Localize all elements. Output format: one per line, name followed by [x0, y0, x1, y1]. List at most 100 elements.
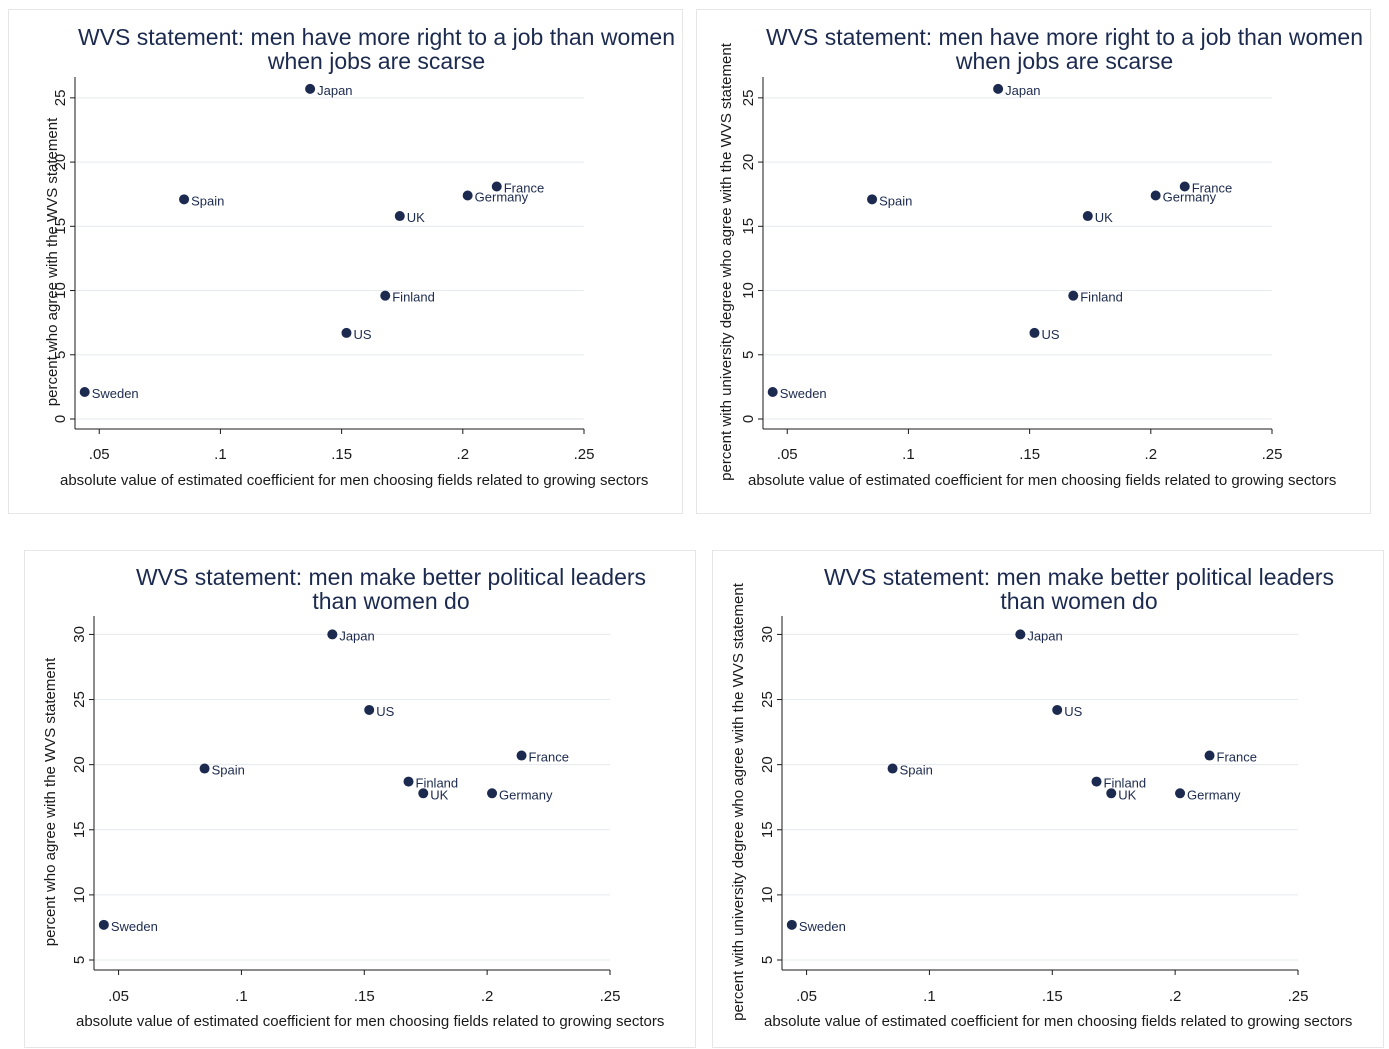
point-label: Spain: [879, 193, 912, 208]
point-label: US: [1064, 704, 1082, 719]
scatter-point: [79, 387, 90, 398]
x-tick-label: .15: [1019, 446, 1040, 463]
point-label: Sweden: [799, 919, 846, 934]
scatter-point: [1175, 788, 1186, 799]
x-tick-label: .2: [481, 988, 494, 1005]
x-tick-label: .2: [457, 446, 470, 463]
point-label: France: [529, 750, 569, 765]
chart-panel-leaders-university: WVS statement: men make better political…: [712, 550, 1384, 1048]
y-tick-label: 15: [71, 821, 88, 838]
y-axis-label: percent with university degree who agree…: [730, 582, 747, 1021]
y-tick-label: 20: [52, 154, 69, 171]
y-tick-label: 5: [71, 956, 88, 964]
point-label: US: [353, 327, 371, 342]
scatter-point: [786, 919, 797, 930]
point-label: Japan: [1027, 628, 1062, 643]
y-tick-label: 25: [71, 691, 88, 708]
y-tick-label: 15: [740, 218, 757, 235]
y-tick-label: 30: [759, 626, 776, 643]
scatter-point: [199, 763, 210, 774]
x-axis-label: absolute value of estimated coefficient …: [76, 1013, 664, 1030]
chart-title-line-1: WVS statement: men have more right to a …: [78, 24, 675, 50]
chart-title-line-1: WVS statement: men make better political…: [136, 564, 646, 590]
point-label: Germany: [475, 189, 529, 204]
point-label: Japan: [1005, 83, 1040, 98]
y-tick-label: 0: [52, 415, 69, 423]
scatter-chart: WVS statement: men have more right to a …: [44, 24, 675, 489]
x-tick-labels: .05 .1 .15 .2 .25: [777, 429, 1283, 463]
point-label: UK: [1118, 787, 1136, 802]
chart-panel-job-all: WVS statement: men have more right to a …: [8, 9, 683, 514]
scatter-point: [1015, 629, 1026, 640]
y-tick-labels: 0 5 10 15 20 25: [52, 90, 75, 423]
scatter-chart: WVS statement: men make better political…: [42, 564, 664, 1030]
point-label: Finland: [392, 290, 435, 305]
y-tick-labels: 0 5 10 15 20 25: [740, 90, 763, 423]
point-label: Spain: [900, 763, 933, 778]
scatter-point: [1029, 327, 1040, 338]
y-tick-labels: 5 10 15 20 25 30: [71, 626, 94, 964]
y-tick-label: 15: [759, 821, 776, 838]
scatter-point: [1082, 211, 1093, 222]
scatter-point: [867, 194, 878, 205]
point-label: France: [504, 180, 544, 195]
x-tick-label: .05: [777, 446, 798, 463]
point-label: Japan: [317, 83, 352, 98]
scatter-point: [403, 776, 414, 787]
chart-title-line-2: than women do: [1000, 588, 1157, 614]
point-label: Finland: [416, 776, 459, 791]
x-tick-label: .1: [214, 446, 227, 463]
point-label: Spain: [191, 193, 224, 208]
grid-lines: [763, 97, 1272, 420]
point-label: Germany: [1163, 189, 1217, 204]
point-label: France: [1192, 180, 1232, 195]
y-tick-label: 15: [52, 218, 69, 235]
point-label: UK: [1095, 210, 1113, 225]
x-tick-labels: .05 .1 .15 .2 .25: [108, 970, 620, 1005]
point-label: Sweden: [780, 386, 827, 401]
point-label: France: [1217, 750, 1257, 765]
scatter-point: [887, 763, 898, 774]
x-tick-label: .25: [1262, 446, 1283, 463]
scatter-chart: WVS statement: men have more right to a …: [718, 24, 1363, 489]
y-tick-label: 10: [740, 282, 757, 299]
grid-lines: [782, 633, 1298, 961]
scatter-point: [98, 919, 109, 930]
point-label: Spain: [212, 763, 245, 778]
point-label: Finland: [1080, 290, 1123, 305]
y-tick-label: 5: [52, 351, 69, 359]
point-label: Finland: [1104, 776, 1147, 791]
scatter-point: [1150, 190, 1161, 201]
x-tick-labels: .05 .1 .15 .2 .25: [796, 970, 1308, 1005]
x-tick-label: .25: [574, 446, 595, 463]
scatter-point: [1106, 788, 1117, 799]
x-tick-label: .1: [902, 446, 915, 463]
y-tick-label: 5: [740, 351, 757, 359]
x-tick-label: .05: [796, 988, 817, 1005]
scatter-point: [394, 211, 405, 222]
y-axis-label: percent who agree with the WVS statement: [44, 117, 61, 406]
y-tick-label: 20: [71, 756, 88, 773]
scatter-point: [341, 327, 352, 338]
chart-panel-job-university: WVS statement: men have more right to a …: [696, 9, 1371, 514]
x-axis-label: absolute value of estimated coefficient …: [764, 1013, 1352, 1030]
chart-title-line-2: when jobs are scarse: [267, 48, 485, 74]
x-axis-label: absolute value of estimated coefficient …: [748, 472, 1336, 489]
x-tick-label: .15: [354, 988, 375, 1005]
y-axis-label: percent who agree with the WVS statement: [42, 657, 59, 946]
y-tick-labels: 5 10 15 20 25 30: [759, 626, 782, 964]
point-label: Germany: [499, 787, 553, 802]
scatter-point: [487, 788, 498, 799]
x-tick-label: .2: [1169, 988, 1182, 1005]
y-tick-label: 20: [759, 756, 776, 773]
y-tick-label: 25: [52, 90, 69, 107]
y-tick-label: 10: [759, 887, 776, 904]
scatter-point: [1204, 750, 1215, 761]
scatter-point: [1091, 776, 1102, 787]
y-tick-label: 20: [740, 154, 757, 171]
grid-lines: [75, 97, 584, 420]
x-tick-labels: .05 .1 .15 .2 .25: [89, 429, 595, 463]
y-tick-label: 10: [71, 887, 88, 904]
